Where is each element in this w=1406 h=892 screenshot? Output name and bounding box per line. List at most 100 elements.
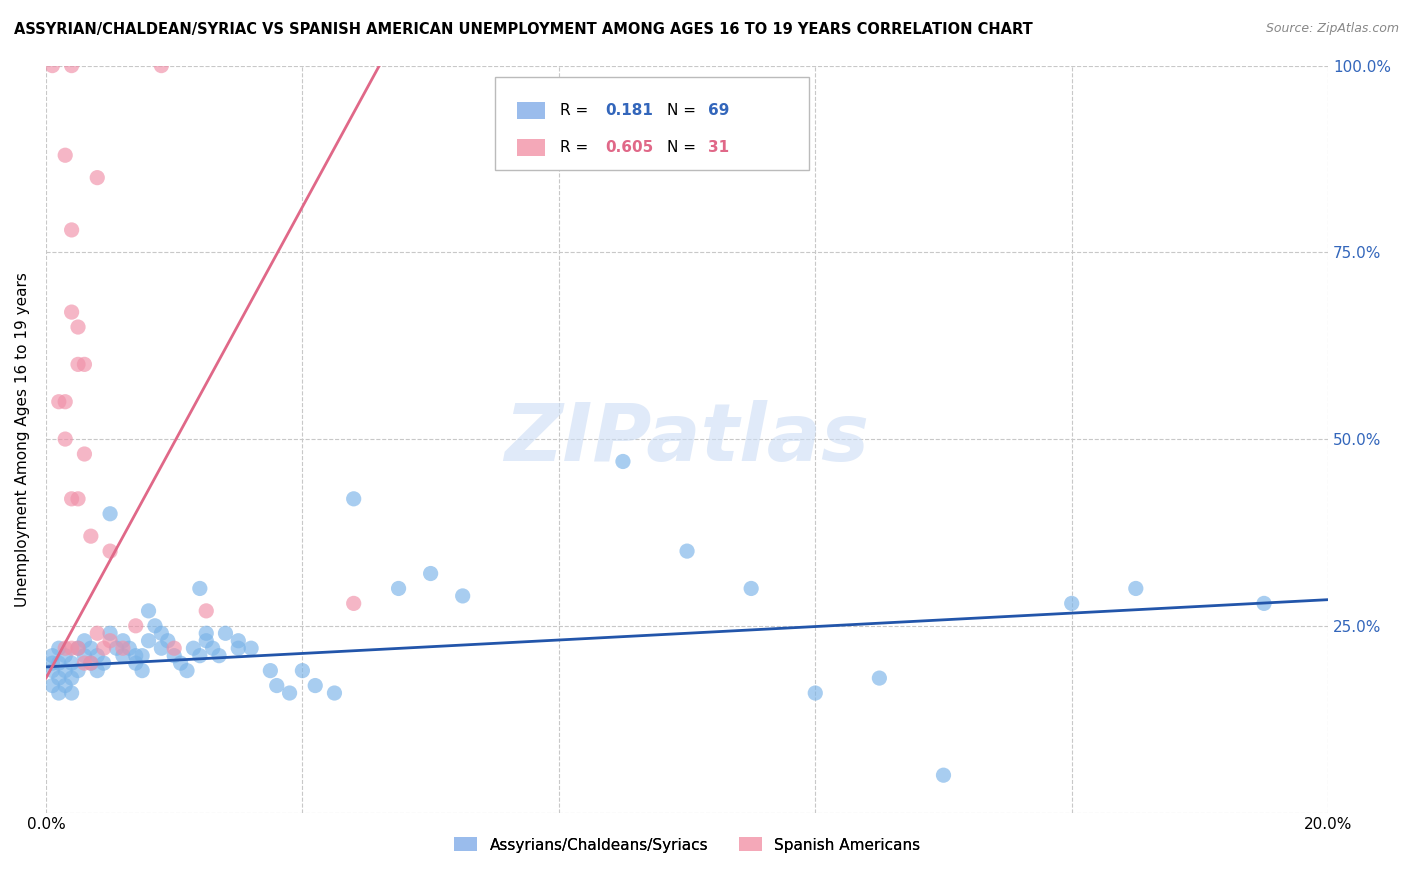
Point (150, 641, 173, 656)
Point (138, 633, 160, 648)
Point (226, 633, 249, 648)
Point (53, 148, 76, 162)
Point (60, 491, 83, 506)
Point (1060, 596, 1083, 610)
Point (131, 664, 153, 678)
Point (804, 686, 827, 700)
Point (80, 656, 103, 670)
Point (451, 589, 474, 603)
Point (208, 648, 231, 663)
Point (214, 626, 236, 640)
Text: R =: R = (560, 103, 593, 118)
Text: 31: 31 (707, 140, 728, 155)
Point (53, 641, 76, 656)
Point (150, 626, 173, 640)
Point (291, 664, 314, 678)
Point (93, 656, 115, 670)
Point (80, 641, 103, 656)
Text: 0.605: 0.605 (605, 140, 654, 155)
Point (66, 491, 89, 506)
Point (48, 656, 70, 670)
Point (612, 454, 634, 468)
Point (73, 648, 96, 663)
Point (41, 59, 63, 73)
Point (1253, 596, 1275, 610)
Point (188, 648, 211, 663)
Text: 69: 69 (707, 103, 728, 118)
Point (98, 507, 121, 521)
Point (48, 394, 70, 409)
Point (86, 170, 108, 185)
Point (98, 633, 121, 648)
Point (138, 604, 160, 618)
Point (278, 686, 301, 700)
Point (98, 626, 121, 640)
Point (176, 664, 198, 678)
Point (183, 641, 205, 656)
Point (41, 656, 63, 670)
Point (66, 641, 89, 656)
Point (48, 671, 70, 685)
Point (343, 596, 366, 610)
Point (86, 648, 108, 663)
Point (163, 648, 186, 663)
Point (66, 357, 89, 371)
Point (60, 59, 83, 73)
Point (53, 394, 76, 409)
Point (48, 641, 70, 656)
Point (676, 544, 699, 558)
Point (80, 529, 103, 543)
Point (60, 641, 83, 656)
Point (53, 679, 76, 693)
Point (53, 664, 76, 678)
FancyBboxPatch shape (516, 139, 544, 156)
Point (195, 626, 218, 640)
Point (60, 656, 83, 670)
Point (125, 648, 148, 663)
Point (740, 582, 762, 596)
Point (323, 686, 346, 700)
Point (73, 633, 96, 648)
Point (188, 582, 211, 596)
Point (60, 305, 83, 319)
Point (53, 648, 76, 663)
Point (125, 619, 148, 633)
Text: 0.181: 0.181 (605, 103, 652, 118)
FancyBboxPatch shape (495, 77, 808, 170)
Point (343, 491, 366, 506)
Point (266, 679, 288, 693)
Point (93, 641, 115, 656)
Point (60, 671, 83, 685)
Point (1125, 582, 1147, 596)
Point (53, 432, 76, 446)
Point (150, 59, 173, 73)
Point (226, 641, 249, 656)
Text: ZIPatlas: ZIPatlas (505, 401, 869, 478)
Point (41, 648, 63, 663)
Point (80, 656, 103, 670)
Point (259, 664, 281, 678)
Point (111, 648, 134, 663)
Y-axis label: Unemployment Among Ages 16 to 19 years: Unemployment Among Ages 16 to 19 years (15, 272, 30, 607)
Text: N =: N = (666, 140, 700, 155)
Point (125, 656, 148, 670)
Text: R =: R = (560, 140, 593, 155)
Point (868, 671, 890, 685)
Point (143, 619, 166, 633)
Point (932, 768, 955, 782)
Point (41, 664, 63, 678)
Point (86, 626, 108, 640)
Text: N =: N = (666, 103, 700, 118)
Point (163, 641, 186, 656)
Point (118, 641, 141, 656)
Point (66, 641, 89, 656)
Point (60, 223, 83, 237)
Point (105, 641, 128, 656)
Point (60, 686, 83, 700)
Point (195, 633, 218, 648)
Point (201, 641, 224, 656)
Point (41, 679, 63, 693)
Legend: Assyrians/Chaldeans/Syriacs, Spanish Americans: Assyrians/Chaldeans/Syriacs, Spanish Ame… (449, 831, 927, 859)
Point (240, 641, 263, 656)
Point (131, 648, 153, 663)
